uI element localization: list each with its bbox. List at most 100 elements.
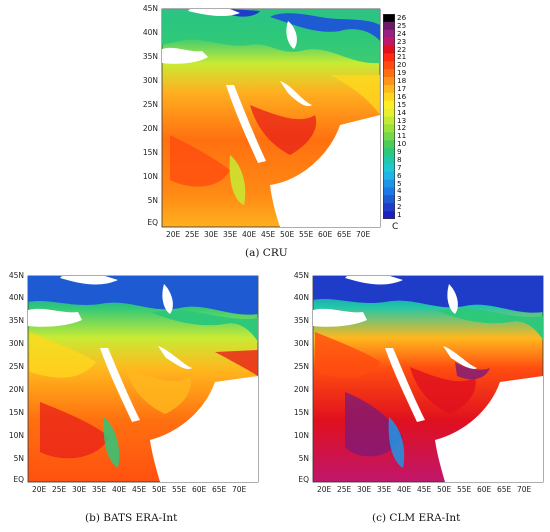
arabia-hot (410, 367, 476, 414)
colorbar-swatch (383, 124, 395, 133)
colorbar-tick-label: 5 (397, 178, 402, 188)
colorbar-tick-label: 9 (397, 147, 402, 157)
ethiopia-cool (388, 417, 405, 468)
lon-tick: 25E (337, 485, 352, 494)
colorbar-tick-label: 15 (397, 99, 407, 109)
lon-tick: 60E (318, 230, 333, 239)
colorbar-swatch (383, 179, 395, 188)
sudan-extreme (345, 392, 403, 457)
arabian-sea-mask (435, 376, 543, 482)
lat-tick: 45N (293, 271, 309, 280)
black-sea-mask (345, 276, 403, 285)
colorbar-tick-label: 11 (397, 131, 407, 141)
lat-tick: EQ (147, 218, 158, 227)
lat-tick: 15N (142, 148, 158, 157)
lon-tick: 55E (457, 485, 472, 494)
colorbar-tick-label: 1 (397, 210, 402, 220)
colorbar-tick-label: 3 (397, 194, 402, 204)
lat-tick: 40N (142, 28, 158, 37)
persian-gulf-mask (280, 81, 312, 107)
lon-tick: 30E (72, 485, 87, 494)
caption-bats: (b) BATS ERA-Int (85, 512, 178, 524)
mediterranean-mask (28, 308, 82, 327)
map-cru (161, 8, 381, 228)
lat-tick: 15N (293, 408, 309, 417)
colorbar-swatch (383, 92, 395, 102)
arabian-sea-mask (270, 115, 380, 227)
lon-tick: 60E (192, 485, 207, 494)
mountain-cold-region (150, 310, 258, 342)
panel-clm: 45N 40N 35N 30N 25N 20N 15N 10N 5N EQ 20… (285, 272, 550, 502)
colorbar-swatch (383, 155, 395, 165)
lon-tick: 35E (377, 485, 392, 494)
lon-tick: 35E (92, 485, 107, 494)
colorbar-swatch (383, 14, 395, 23)
lat-tick: 30N (142, 76, 158, 85)
colorbar-swatch (383, 187, 395, 196)
colorbar-swatch (383, 108, 395, 117)
lon-tick: 45E (417, 485, 432, 494)
sudan-hot (170, 135, 230, 187)
lat-tick: 5N (13, 454, 24, 463)
lat-tick: 40N (293, 293, 309, 302)
lat-tick: 20N (142, 124, 158, 133)
colorbar-tick-label: 4 (397, 186, 402, 196)
lat-tick: 35N (142, 52, 158, 61)
lon-tick: 50E (152, 485, 167, 494)
northern-cold-region (28, 276, 258, 315)
gulf-extreme (455, 362, 490, 380)
black-sea-mask (60, 276, 118, 285)
colorbar-swatch (383, 69, 395, 78)
panel-bats: 45N 40N 35N 30N 25N 20N 15N 10N 5N EQ 20… (0, 272, 265, 502)
colorbar-swatch (383, 61, 395, 70)
lon-tick: 40E (112, 485, 127, 494)
south-asia-hot (215, 350, 258, 376)
lat-tick: 10N (8, 431, 24, 440)
lon-tick: 40E (242, 230, 257, 239)
arabia-hot (250, 105, 317, 155)
colorbar-swatch (383, 203, 395, 212)
colorbar-swatch (383, 171, 395, 180)
colorbar-tick-label: 24 (397, 28, 407, 38)
lon-tick: 40E (397, 485, 412, 494)
lon-tick: 65E (212, 485, 227, 494)
colorbar-swatch (383, 132, 395, 141)
panel-cru: 45N 40N 35N 30N 25N 20N 15N 10N 5N EQ 20… (130, 5, 390, 260)
colorbar-swatch (383, 211, 395, 219)
colorbar-tick-label: 18 (397, 76, 407, 86)
sahara-hot (315, 332, 381, 378)
lat-tick: 35N (8, 316, 24, 325)
colorbar-tick-label: 8 (397, 154, 402, 164)
lat-tick: 20N (8, 385, 24, 394)
lat-tick: EQ (13, 475, 24, 484)
colorbar-tick-label: 10 (397, 139, 407, 149)
colorbar-swatch (383, 100, 395, 109)
sudan-hot (40, 402, 110, 459)
lat-tick: 10N (142, 172, 158, 181)
arabia-warm (125, 367, 191, 414)
sahara-warm (30, 332, 96, 378)
caspian-sea-mask (162, 284, 173, 314)
colorbar-labels: 26 25 24 23 22 21 20 19 18 17 16 15 14 13 12 11 10 9 8 7 6 5 4… (397, 14, 413, 219)
lat-tick: 40N (8, 293, 24, 302)
lat-tick: 25N (142, 100, 158, 109)
colorbar-swatch (383, 116, 395, 125)
colorbar-swatch (383, 163, 395, 172)
colorbar-tick-label: 20 (397, 60, 407, 70)
colorbar-tick-label: 2 (397, 202, 402, 212)
caspian-sea-mask (286, 21, 297, 49)
colorbar-tick-label: 13 (397, 115, 407, 125)
lon-tick: 50E (437, 485, 452, 494)
lat-tick: 45N (142, 4, 158, 13)
lon-tick: 25E (185, 230, 200, 239)
lon-tick: 20E (317, 485, 332, 494)
colorbar-tick-label: 22 (397, 44, 407, 54)
persian-gulf-mask (443, 346, 477, 370)
colorbar-unit: C (392, 222, 399, 232)
lon-tick: 60E (477, 485, 492, 494)
lat-tick: 30N (8, 339, 24, 348)
lon-tick: 20E (32, 485, 47, 494)
colorbar-swatch (383, 45, 395, 54)
colorbar-swatch (383, 148, 395, 157)
colorbar-swatch (383, 77, 395, 86)
